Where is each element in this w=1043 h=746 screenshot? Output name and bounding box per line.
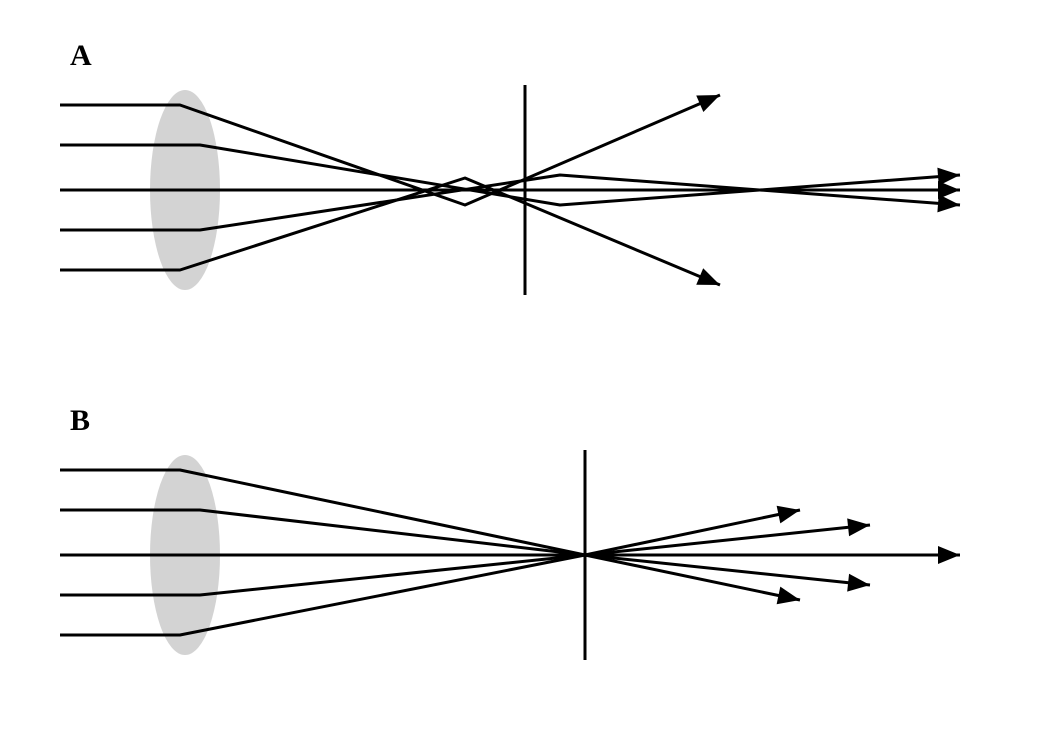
arrowhead [937,194,960,212]
panelA-label: A [70,39,92,72]
panelA: A [60,39,960,295]
arrowhead [847,574,870,592]
optics-diagram: AB [0,0,1043,746]
panelB-label: B [70,404,90,437]
arrowhead [777,587,800,605]
arrowhead [847,518,870,536]
arrowhead [938,546,960,564]
arrowhead [696,268,720,285]
arrowhead [696,95,720,112]
arrowhead [777,506,800,524]
panelB: B [60,404,960,660]
